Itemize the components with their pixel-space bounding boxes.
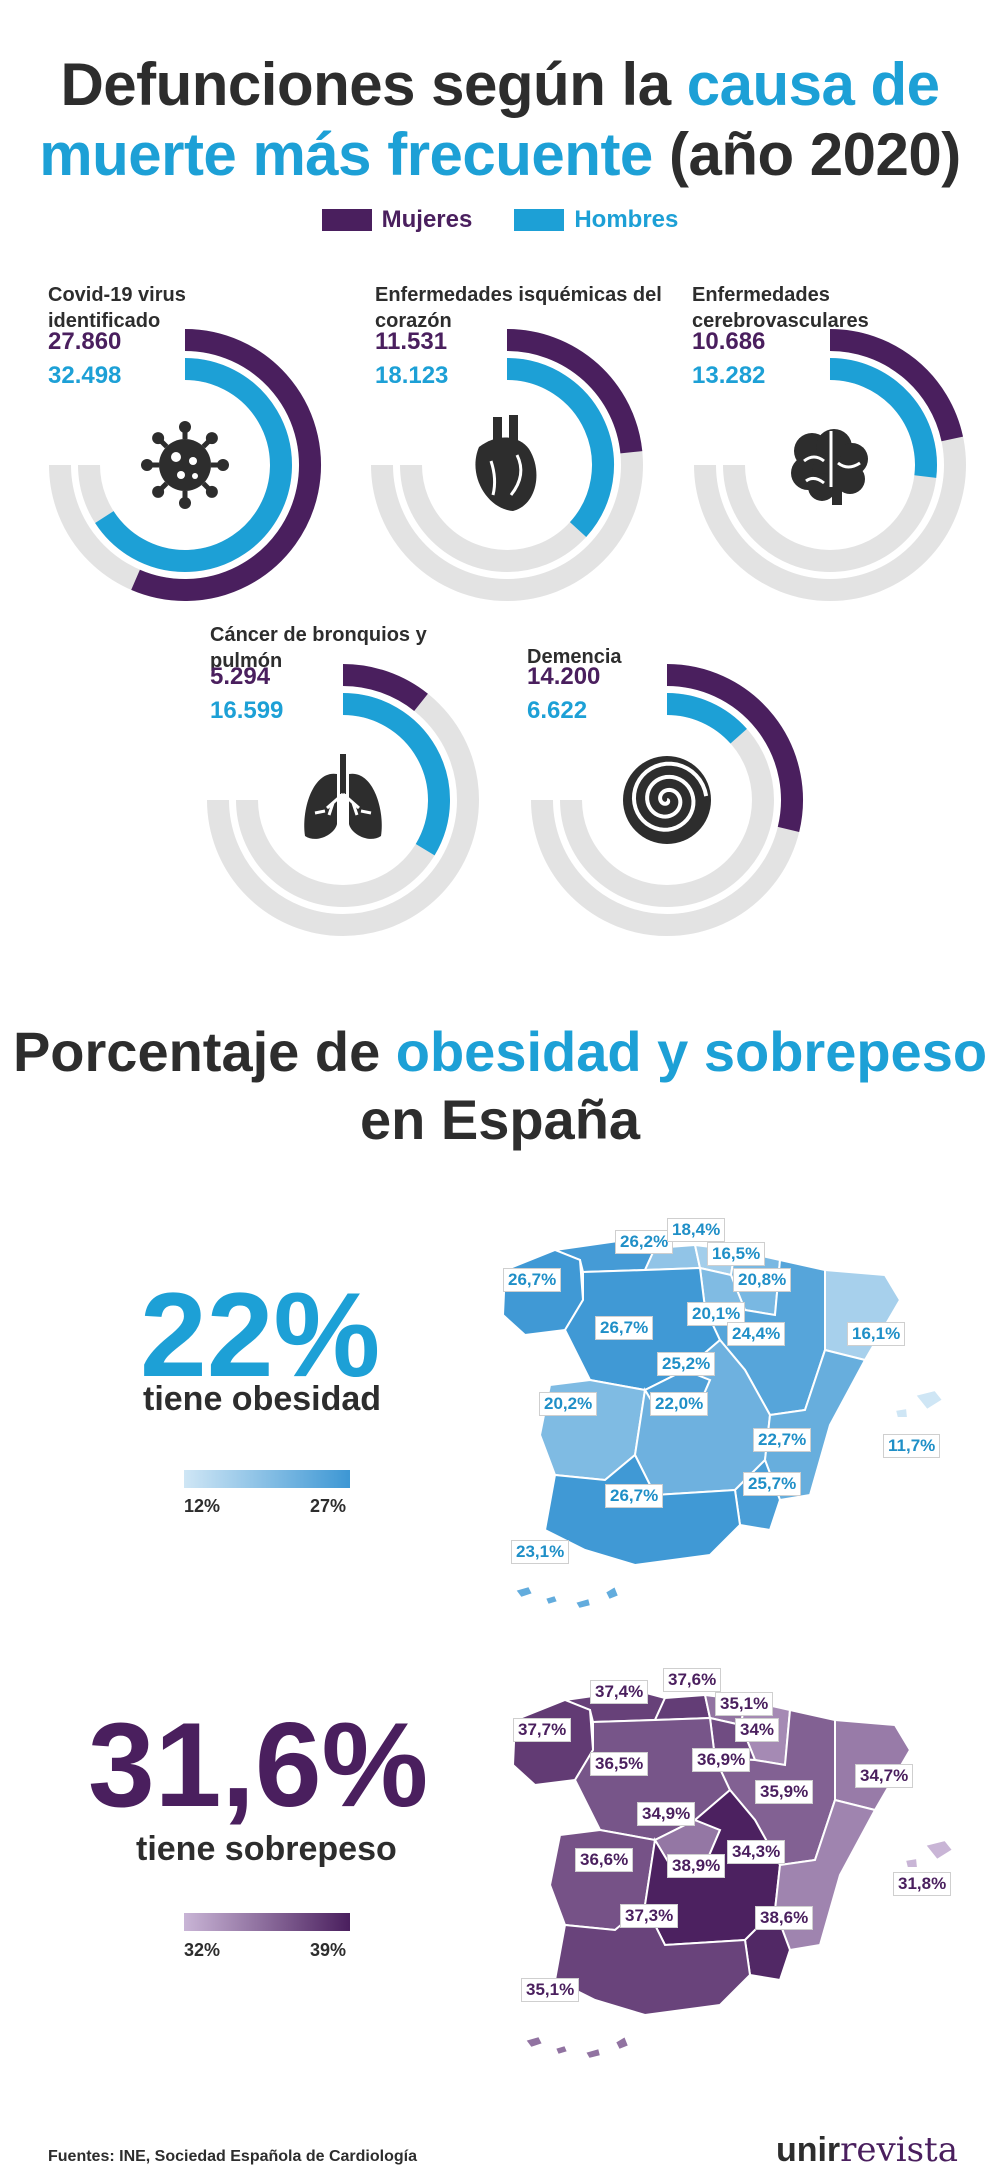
region-value-label: 16,1% bbox=[847, 1322, 906, 1346]
lungs-icon bbox=[304, 754, 382, 839]
men-value: 32.498 bbox=[48, 362, 122, 389]
overweight-big-number: 31,6% bbox=[88, 1698, 429, 1832]
women-arc bbox=[829, 329, 964, 442]
men-value: 18.123 bbox=[375, 362, 449, 389]
cause-ring-svg bbox=[49, 329, 321, 601]
legend-label-women: Mujeres bbox=[381, 206, 473, 233]
obesity-subtitle: tiene obesidad bbox=[143, 1380, 382, 1418]
cause-label: Demencia bbox=[527, 646, 622, 668]
region-value-label: 34,9% bbox=[637, 1802, 696, 1826]
men-arc bbox=[666, 693, 747, 744]
men-arc bbox=[829, 358, 937, 478]
legend-item-men: Hombres bbox=[514, 206, 678, 234]
map-region bbox=[523, 2034, 631, 2061]
region-value-label: 26,7% bbox=[605, 1484, 664, 1508]
cause-ring-svg bbox=[371, 329, 643, 601]
region-value-label: 36,6% bbox=[575, 1848, 634, 1872]
men-arc bbox=[342, 693, 450, 856]
region-value-label: 38,9% bbox=[667, 1854, 726, 1878]
overweight-scale-min: 32% bbox=[184, 1940, 221, 1960]
spiral-icon bbox=[623, 756, 711, 844]
men-value: 16.599 bbox=[210, 697, 284, 724]
cause-label: Enfermedades isquémicas del corazón bbox=[375, 284, 662, 332]
legend-label-men: Hombres bbox=[574, 206, 679, 233]
region-value-label: 26,7% bbox=[503, 1268, 562, 1292]
brain-icon bbox=[791, 429, 868, 505]
women-value: 11.531 bbox=[375, 328, 448, 355]
women-value: 27.860 bbox=[48, 328, 122, 355]
cause-ring-svg bbox=[531, 664, 803, 936]
region-value-label: 38,6% bbox=[755, 1906, 814, 1930]
cause-label: Cáncer de bronquios y pulmón bbox=[210, 624, 427, 672]
region-value-label: 22,0% bbox=[650, 1392, 709, 1416]
region-value-label: 35,1% bbox=[715, 1692, 774, 1716]
map-region bbox=[893, 1388, 945, 1419]
region-value-label: 25,7% bbox=[743, 1472, 802, 1496]
section-title: Porcentaje de obesidad y sobrepeso en Es… bbox=[12, 1020, 988, 1151]
region-value-label: 35,9% bbox=[755, 1780, 814, 1804]
region-value-label: 31,8% bbox=[893, 1872, 952, 1896]
map-region bbox=[824, 1268, 902, 1362]
region-value-label: 37,6% bbox=[663, 1668, 722, 1692]
region-value-label: 20,8% bbox=[733, 1268, 792, 1292]
legend-item-women: Mujeres bbox=[321, 206, 473, 234]
ring-track bbox=[207, 664, 479, 936]
map-region bbox=[513, 1584, 621, 1611]
women-value: 5.294 bbox=[210, 663, 271, 690]
men-value: 13.282 bbox=[692, 362, 766, 389]
overweight-scale-max: 39% bbox=[310, 1940, 347, 1960]
brand-logo: unirrevista bbox=[775, 2130, 958, 2170]
overweight-subtitle: tiene sobrepeso bbox=[136, 1830, 397, 1868]
cause-ring-svg bbox=[207, 664, 479, 936]
region-value-label: 35,1% bbox=[521, 1978, 580, 2002]
cause-label: Covid-19 virus identificado bbox=[48, 284, 186, 332]
region-value-label: 26,2% bbox=[615, 1230, 674, 1254]
region-value-label: 20,2% bbox=[539, 1392, 598, 1416]
virus-icon bbox=[141, 421, 229, 509]
legend: Mujeres Hombres bbox=[0, 206, 1000, 234]
women-value: 10.686 bbox=[692, 328, 766, 355]
obesity-scale-bar bbox=[184, 1470, 350, 1488]
region-value-label: 34% bbox=[735, 1718, 780, 1742]
sources-note: Fuentes: INE, Sociedad Española de Cardi… bbox=[48, 2148, 417, 2165]
overweight-scale-bar bbox=[184, 1913, 350, 1931]
legend-swatch-men bbox=[514, 209, 565, 231]
region-value-label: 22,7% bbox=[753, 1428, 812, 1452]
map-region bbox=[903, 1838, 955, 1869]
women-arc bbox=[666, 664, 803, 833]
region-value-label: 24,4% bbox=[727, 1322, 786, 1346]
region-value-label: 37,7% bbox=[513, 1718, 572, 1742]
region-value-label: 34,3% bbox=[727, 1840, 786, 1864]
region-value-label: 23,1% bbox=[511, 1540, 570, 1564]
women-arc bbox=[506, 329, 643, 454]
women-value: 14.200 bbox=[527, 663, 601, 690]
women-arc bbox=[342, 664, 428, 712]
region-value-label: 18,4% bbox=[667, 1218, 726, 1242]
region-value-label: 25,2% bbox=[657, 1352, 716, 1376]
region-value-label: 26,7% bbox=[595, 1316, 654, 1340]
region-value-label: 36,9% bbox=[692, 1748, 751, 1772]
region-value-label: 37,4% bbox=[590, 1680, 649, 1704]
legend-swatch-women bbox=[321, 209, 372, 231]
map-region bbox=[543, 1453, 742, 1567]
heart-icon bbox=[475, 415, 537, 511]
region-value-label: 36,5% bbox=[590, 1752, 649, 1776]
region-value-label: 16,5% bbox=[707, 1242, 766, 1266]
obesity-scale-min: 12% bbox=[184, 1496, 221, 1516]
men-value: 6.622 bbox=[527, 697, 588, 724]
obesity-scale-max: 27% bbox=[310, 1496, 347, 1516]
main-title: Defunciones según la causa de muerte más… bbox=[39, 51, 961, 188]
region-value-label: 34,7% bbox=[855, 1764, 914, 1788]
women-arc bbox=[131, 329, 321, 601]
region-value-label: 11,7% bbox=[883, 1434, 941, 1458]
obesity-big-number: 22% bbox=[140, 1268, 381, 1402]
men-arc bbox=[506, 358, 614, 537]
men-arc bbox=[95, 358, 292, 572]
cause-label: Enfermedades cerebrovasculares bbox=[692, 284, 869, 332]
cause-ring-svg bbox=[694, 329, 966, 601]
region-value-label: 37,3% bbox=[620, 1904, 679, 1928]
